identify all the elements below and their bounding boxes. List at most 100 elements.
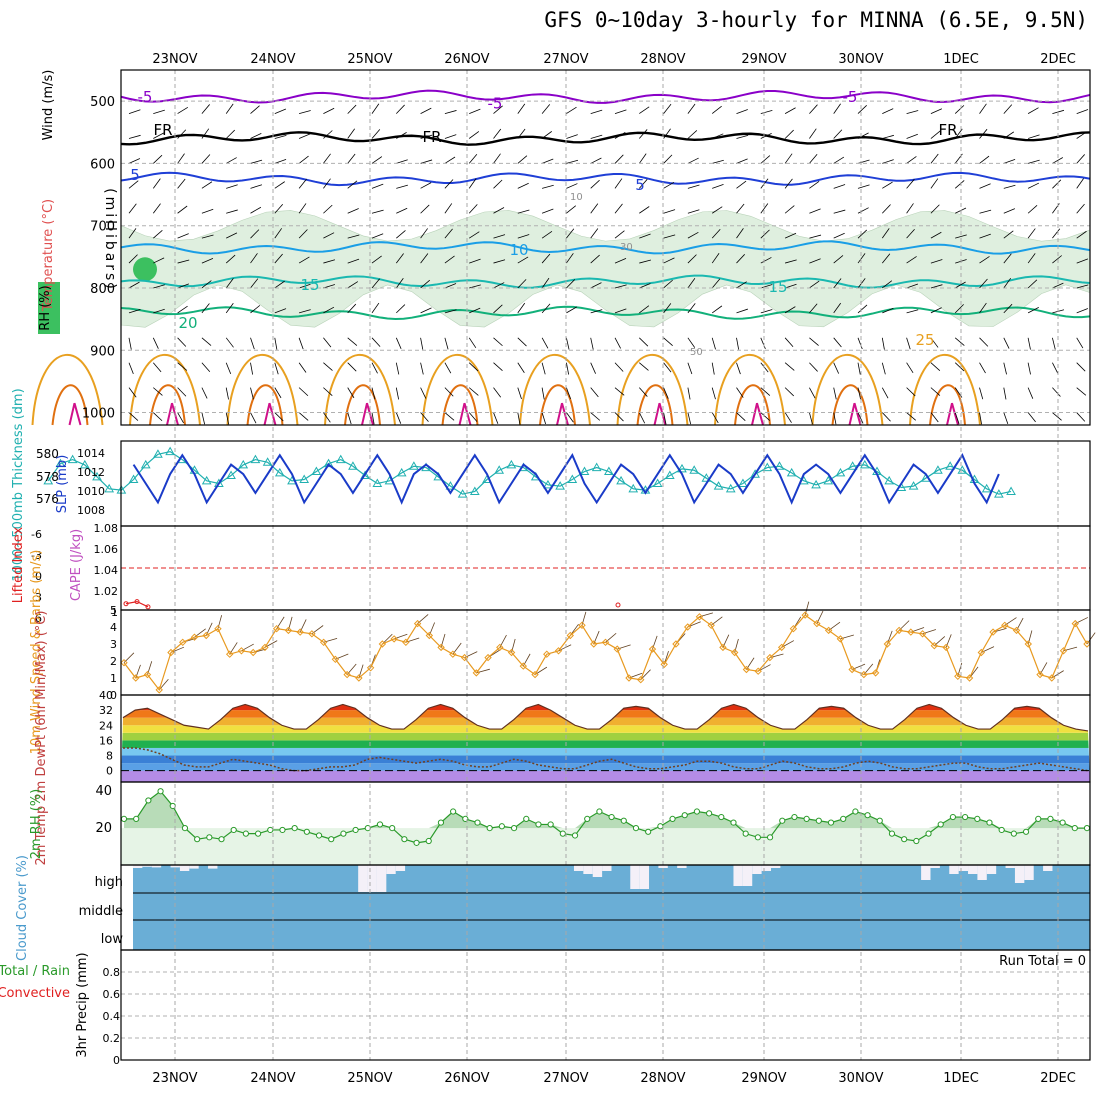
wind-barb — [857, 159, 870, 164]
wind-speed-marker — [871, 669, 880, 677]
isotherm-25 — [714, 353, 786, 426]
wind-barb — [517, 234, 530, 239]
thickness-marker — [847, 461, 858, 470]
wind-barb — [760, 257, 772, 264]
wind-barb — [614, 284, 627, 289]
rh-marker — [315, 832, 323, 839]
thickness-marker — [981, 483, 992, 493]
contour-label: -5 — [138, 88, 153, 106]
rh-legend-swatch — [38, 282, 60, 334]
rh-marker — [718, 813, 725, 821]
cloud-tick-label: low — [101, 932, 124, 947]
wind-barb — [882, 108, 894, 114]
cloud-bar — [179, 865, 190, 871]
cloud-background — [133, 865, 1090, 950]
thickness-marker — [591, 462, 602, 472]
wind-barb — [444, 156, 456, 164]
wind-speed-marker — [1036, 670, 1044, 679]
rh-marker — [267, 826, 274, 834]
wind-barb — [1003, 184, 1016, 189]
isotherm-35 — [556, 402, 569, 426]
wind-barb — [687, 209, 700, 214]
wind-barb — [930, 178, 939, 189]
thickness-marker — [945, 461, 955, 470]
temp-band — [121, 695, 1090, 703]
wind-barb — [177, 129, 187, 139]
wind-barb — [833, 156, 845, 164]
wind-barb — [152, 337, 159, 349]
temp-band — [121, 725, 1090, 733]
wind-barb — [153, 229, 163, 239]
wind-barb — [566, 106, 577, 114]
wind-speed-marker — [378, 640, 387, 648]
cloud-bar — [386, 865, 396, 874]
wind-speed-marker — [601, 638, 610, 647]
wind-speed-marker — [965, 674, 974, 682]
wind-barb — [395, 278, 404, 289]
wind-barb — [639, 387, 648, 397]
wind-barb — [663, 128, 671, 139]
wind-barb — [979, 155, 990, 164]
wind-speed-marker — [355, 674, 363, 682]
rh-marker — [815, 817, 822, 824]
thickness-marker — [652, 478, 663, 487]
wind-barb — [323, 337, 332, 348]
wind-speed-marker — [272, 624, 281, 633]
wind-barb — [323, 107, 335, 114]
wind-barb — [323, 387, 333, 397]
isotherm-line — [120, 131, 1091, 146]
wind-speed-marker — [366, 664, 375, 672]
rh-marker — [486, 825, 493, 832]
wind-barb — [177, 153, 185, 164]
wind-barb — [906, 283, 919, 289]
wind-barb — [663, 303, 672, 314]
rh2m-tick-label: 40 — [95, 784, 112, 799]
wind-barb — [687, 278, 696, 289]
wind-barb — [614, 203, 623, 214]
wind-barb — [566, 279, 576, 289]
wind-barb — [225, 103, 234, 114]
lifted-tick-label: -3 — [31, 549, 42, 562]
wind-speed-marker — [789, 624, 798, 633]
thickness-marker — [713, 481, 724, 490]
wind-speed-marker — [120, 658, 128, 667]
wind-barb — [979, 183, 991, 189]
wind-barb — [857, 412, 864, 424]
wind-barb — [1076, 362, 1086, 372]
date-label-bottom: 30NOV — [838, 1071, 883, 1086]
rh-marker — [608, 813, 615, 821]
cloud-bar — [133, 865, 143, 868]
wind-barb — [881, 362, 886, 375]
date-label-bottom: 27NOV — [543, 1071, 588, 1086]
wind-barb — [444, 179, 454, 189]
wind-barb — [711, 206, 723, 214]
isotherm-35 — [263, 402, 277, 426]
wind-barb — [784, 205, 795, 214]
wind-barb — [954, 337, 965, 346]
rh-marker — [1059, 819, 1066, 826]
thickness-marker — [762, 462, 773, 472]
wind-speed-marker — [742, 665, 751, 674]
wind-barb — [468, 387, 479, 396]
wind-barb — [225, 278, 234, 289]
lifted-tick-label: -6 — [31, 528, 42, 541]
wind-barb — [881, 387, 889, 399]
wind-barb — [444, 387, 454, 397]
wind-barb — [833, 232, 845, 239]
wind-barb — [201, 303, 210, 314]
temp-band — [121, 763, 1090, 771]
thickness-marker — [1006, 486, 1016, 495]
rh-marker — [754, 834, 761, 841]
rh-marker — [827, 819, 835, 826]
date-label-top: 27NOV — [543, 52, 588, 67]
slp-tick-label: 1010 — [77, 485, 105, 498]
rh-marker — [974, 815, 981, 822]
wind-barb — [1052, 387, 1061, 397]
wind-barb — [493, 207, 505, 214]
rh-marker — [620, 817, 627, 824]
wind-barb — [128, 134, 141, 139]
rh-marker — [157, 788, 164, 795]
cloud-bar — [358, 865, 368, 892]
rh-contour-label: 10 — [570, 192, 583, 203]
wind-barb — [225, 412, 230, 425]
